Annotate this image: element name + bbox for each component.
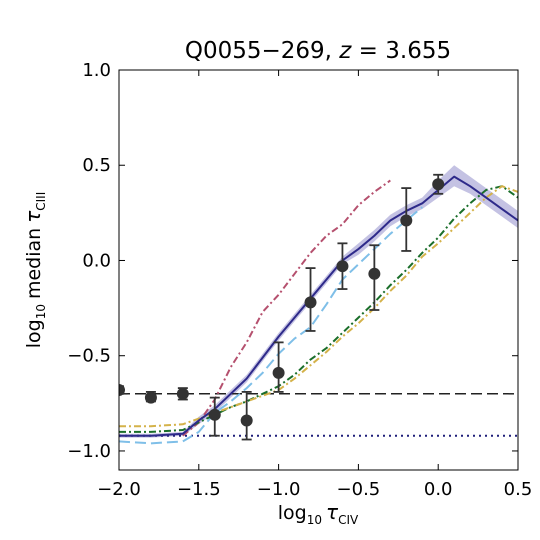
y-label-tau: τ (21, 210, 45, 223)
x-label-ion: CIV (338, 513, 359, 527)
x-label-tau: τ (326, 500, 339, 524)
x-tick-label-4: −0.5 (337, 479, 381, 500)
data-point-11 (432, 178, 445, 191)
data-point-7 (304, 296, 317, 309)
data-point-3 (176, 387, 189, 400)
y-tick-label-5: 1.0 (82, 60, 111, 81)
data-point-1 (119, 384, 125, 396)
title-redshift-symbol: z (338, 38, 352, 64)
chart-title: Q0055−269, z = 3.655 (185, 38, 451, 64)
data-point-10 (400, 214, 413, 227)
data-point-9 (368, 267, 381, 280)
series-2-line (182, 179, 391, 437)
x-axis-label: log10 τCIV (278, 500, 359, 527)
y-tick-label-2: −0.5 (67, 346, 111, 367)
y-label-log: log (23, 319, 45, 348)
y-tick-label-3: 0.0 (82, 250, 111, 271)
y-axis-label: log10 median τCIII (21, 192, 48, 349)
data-point-5 (240, 414, 253, 427)
title-main: Q0055−269, (185, 38, 332, 64)
data-point-8 (336, 260, 349, 273)
x-tick-label-5: 0.0 (424, 479, 453, 500)
x-tick-label-2: −1.5 (177, 479, 221, 500)
data-point-6 (272, 366, 285, 379)
x-tick-label-6: 0.5 (504, 479, 533, 500)
y-tick-label-4: 0.5 (82, 155, 111, 176)
y-tick-label-1: −1.0 (67, 441, 111, 462)
x-tick-label-1: −2.0 (97, 479, 141, 500)
y-label-ion: CIII (34, 192, 48, 211)
x-label-base: 10 (307, 513, 322, 527)
data-point-4 (208, 408, 221, 421)
data-point-2 (144, 391, 157, 404)
y-label-median: median (23, 228, 45, 299)
x-label-log: log (278, 502, 307, 524)
x-tick-label-3: −1.0 (257, 479, 301, 500)
plot-frame (118, 69, 519, 471)
y-label-base: 10 (34, 304, 48, 319)
series-3-line (119, 206, 423, 445)
title-redshift-value: = 3.655 (351, 38, 451, 64)
